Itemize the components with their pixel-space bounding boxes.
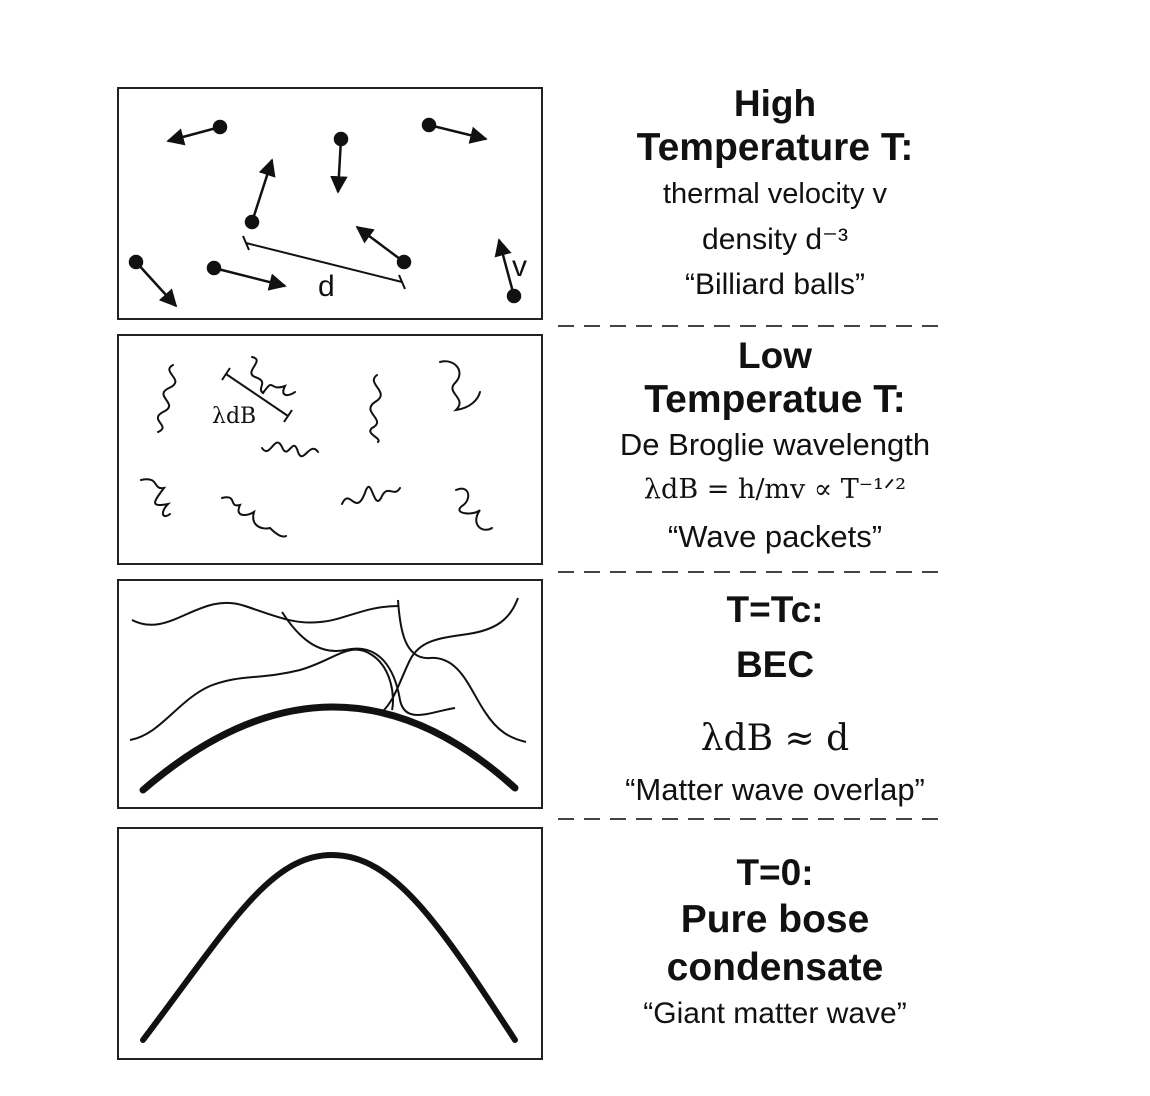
panel-2-description: De Broglie wavelength	[619, 427, 931, 462]
panel-1-description: thermal velocity v	[662, 178, 887, 210]
wavelength-label: λdB	[212, 404, 256, 429]
distance-marker	[242, 235, 406, 290]
panel-4-label: T=0: Pure bose condensate “Giant matter …	[565, 850, 985, 1036]
panel-4-quote: “Giant matter wave”	[643, 997, 907, 1030]
panel-2-quote: “Wave packets”	[667, 519, 883, 554]
panel-2-frame	[117, 334, 543, 565]
panel-1-title-line-1: High	[733, 83, 817, 124]
velocity-label: v	[512, 250, 527, 283]
panel-2-formula: λdB = h/mv ∝ T⁻¹ᐟ²	[643, 474, 907, 505]
condensate-peak-large	[140, 851, 518, 1043]
condensate-peak-small	[139, 703, 519, 794]
panel-3-frame	[117, 579, 543, 809]
distance-label: d	[318, 270, 335, 303]
panel-4-title-line-1: T=0:	[736, 852, 814, 893]
panel-3-title-line-2: BEC	[735, 644, 815, 685]
panel-1-density: density d⁻³	[702, 223, 848, 256]
panel-2-label: Low Temperatue T: De Broglie wavelength …	[565, 334, 985, 562]
panel-1-title-line-2: Temperature T:	[636, 126, 914, 169]
panel-4-title-line-2: Pure bose	[680, 898, 870, 941]
panel-1-label: High Temperature T: thermal velocity v d…	[565, 82, 985, 308]
wave-packets	[140, 356, 493, 538]
panel-3-label: T=Tc: BEC λdB ≈ d “Matter wave overlap”	[565, 585, 985, 813]
panel-3-title-line-1: T=Tc:	[726, 589, 824, 630]
panel-2-title-line-1: Low	[738, 335, 812, 376]
panel-1-frame	[117, 87, 543, 320]
overlapping-waves	[129, 597, 527, 743]
panel-4-frame	[117, 827, 543, 1060]
panel-4-title-line-3: condensate	[666, 946, 884, 989]
panel-3-formula: λdB ≈ d	[700, 718, 850, 759]
panel-3-spacer	[565, 695, 985, 711]
panel-1-quote: “Billiard balls”	[684, 268, 866, 301]
panel-3-quote: “Matter wave overlap”	[625, 772, 925, 807]
panel-2-title-line-2: Temperatue T:	[644, 378, 906, 421]
wavelength-marker	[221, 367, 293, 423]
billiard-balls	[128, 117, 522, 308]
